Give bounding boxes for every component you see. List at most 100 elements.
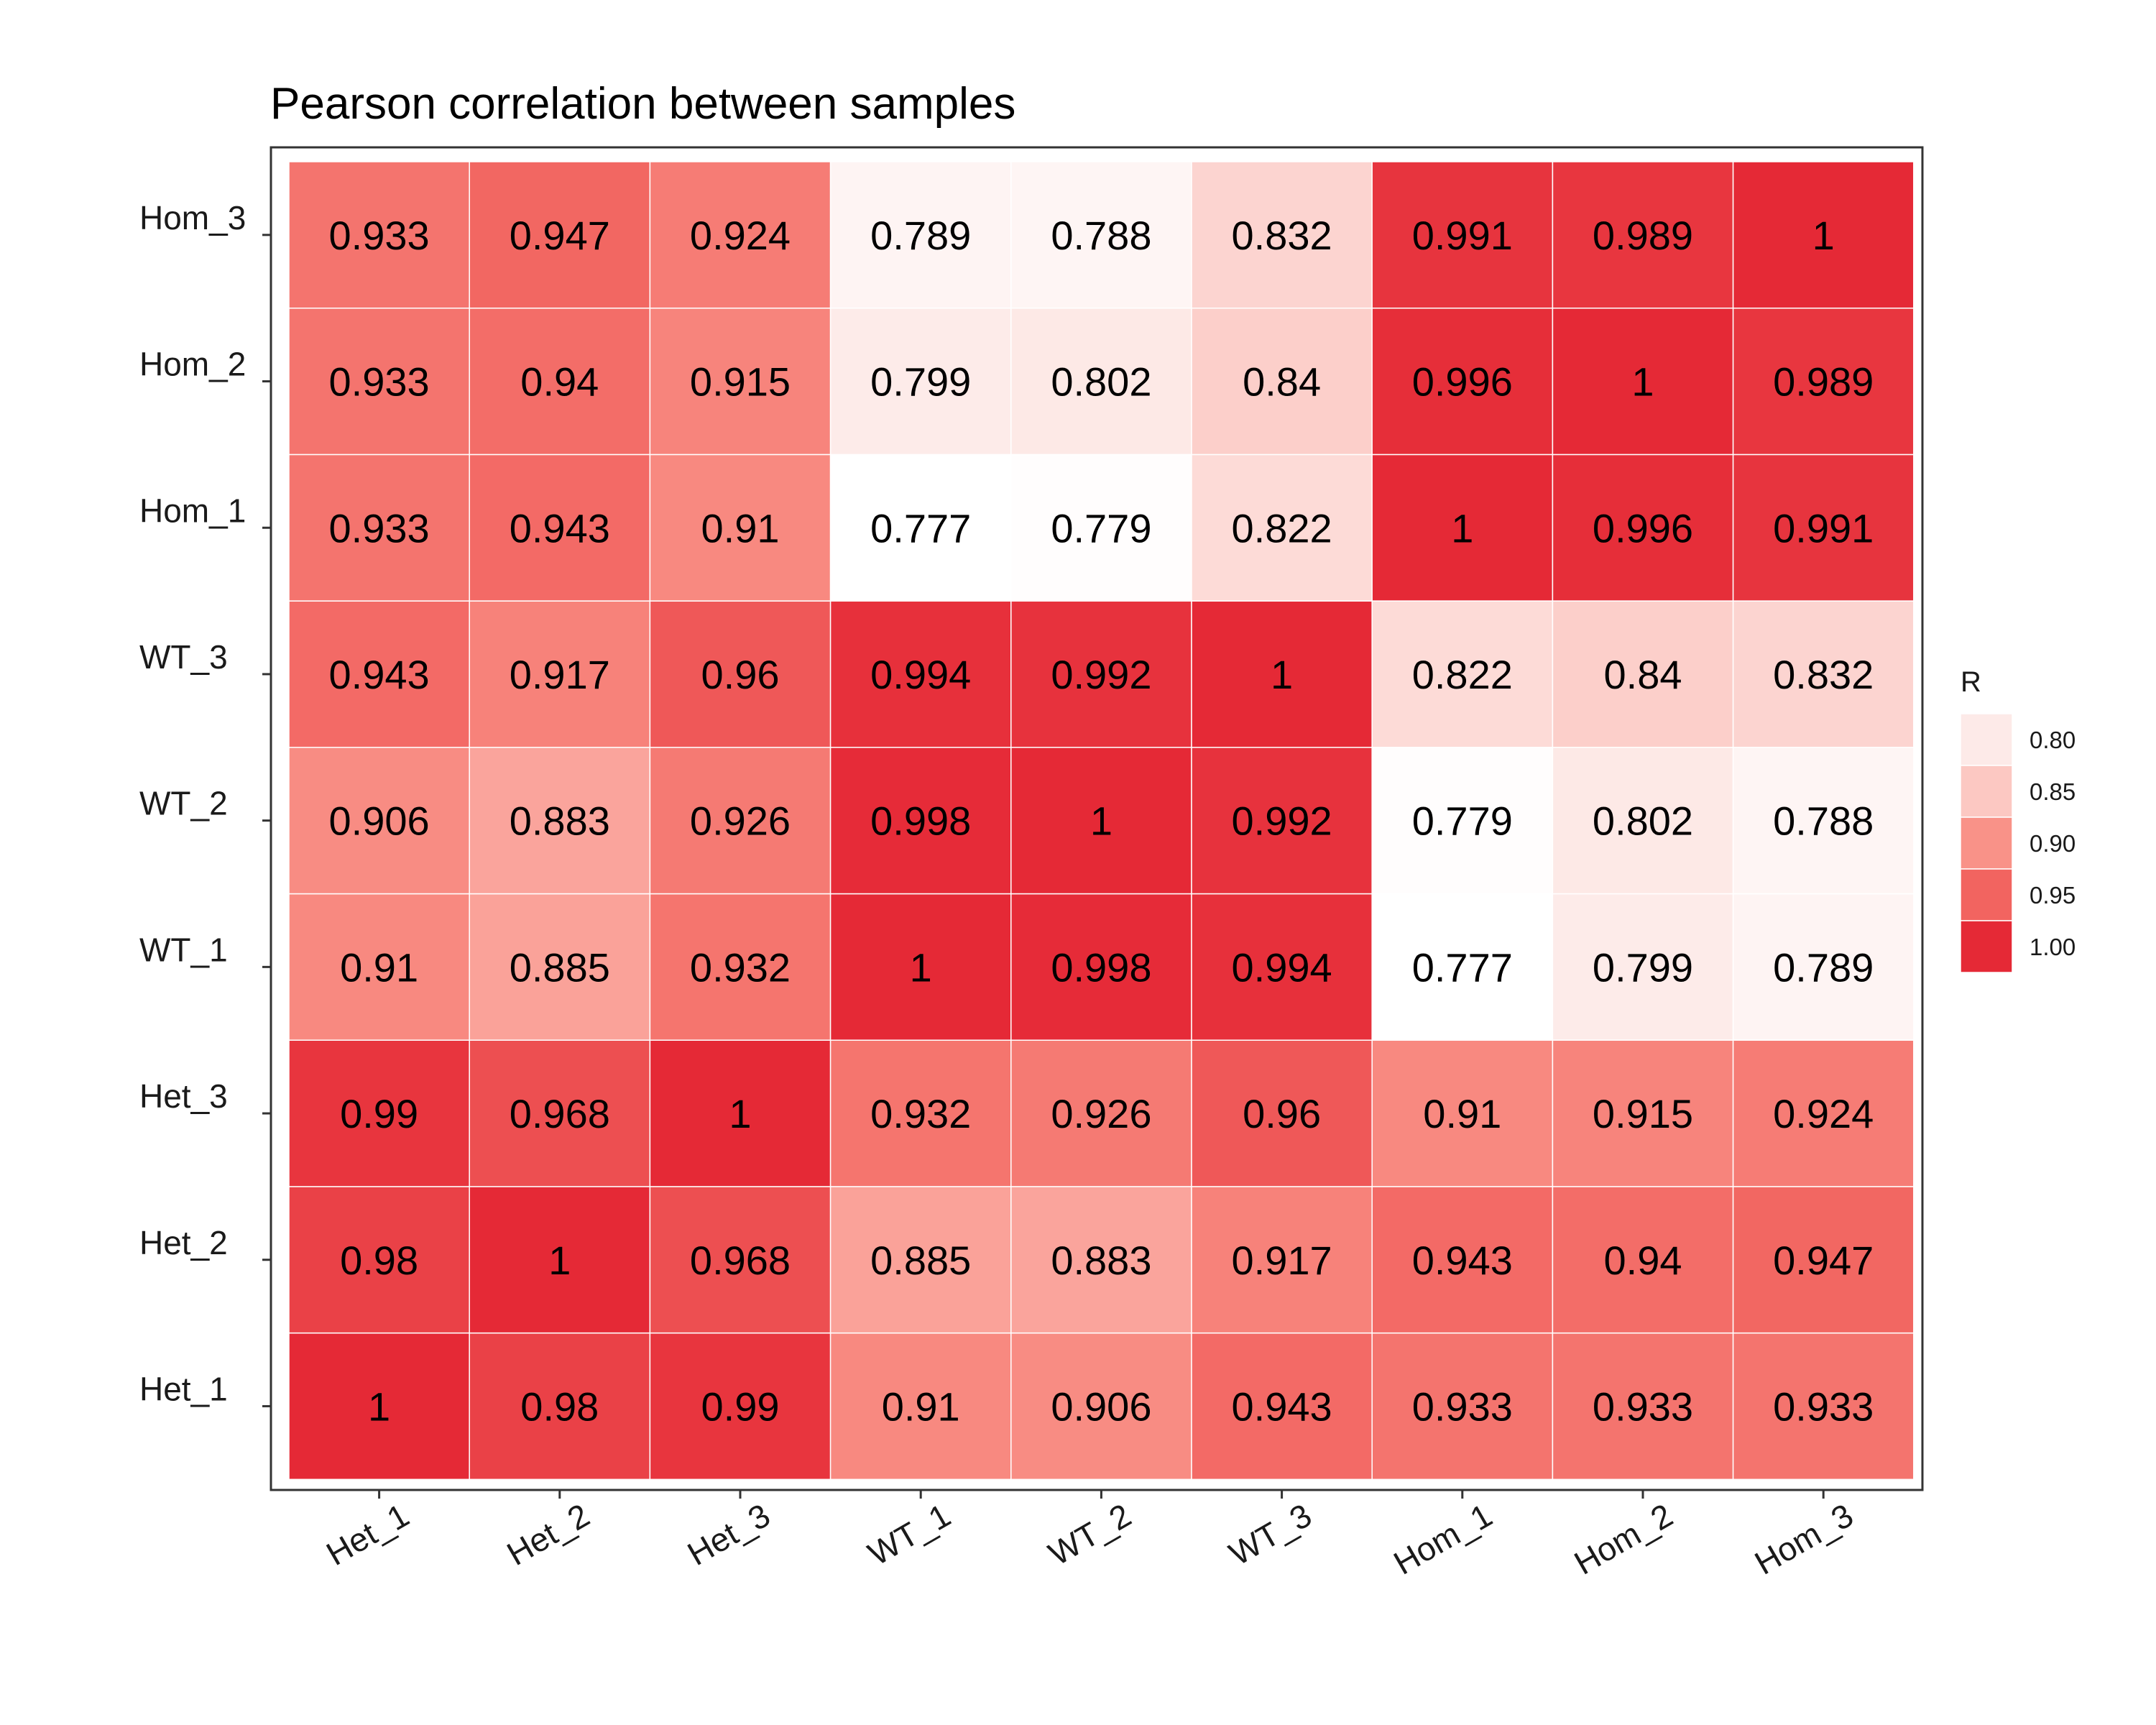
cell-value-label: 0.915 (690, 359, 791, 405)
heatmap-cell-Het_2-WT_1 (829, 1186, 1012, 1334)
cell-value-label: 1 (368, 1384, 390, 1429)
cell-value-label: 0.917 (1232, 1238, 1332, 1283)
cell-value-label: 0.994 (1232, 944, 1332, 990)
cell-value-label: 0.933 (1593, 1384, 1693, 1429)
heatmap-cell-WT_3-Hom_3 (1732, 600, 1915, 748)
cell-value-label: 0.968 (510, 1091, 610, 1136)
cell-value-label: 0.998 (870, 799, 971, 844)
legend-key (1960, 868, 2013, 921)
y-tick-label: WT_2 (139, 785, 228, 822)
heatmap-cell-Het_1-WT_3 (1191, 1332, 1373, 1481)
cell-value-label: 0.91 (882, 1384, 960, 1429)
y-tick-label: WT_3 (139, 638, 228, 676)
cell-value-label: 0.996 (1412, 359, 1513, 405)
cell-value-label: 1 (1451, 505, 1473, 551)
cell-value-label: 0.822 (1232, 505, 1332, 551)
x-tick-label: Het_3 (681, 1496, 776, 1573)
legend-key-label: 0.95 (2030, 882, 2076, 908)
heatmap-cell-Het_2-WT_2 (1010, 1186, 1192, 1334)
cell-value-label: 0.906 (329, 799, 430, 844)
heatmap-cell-Hom_3-WT_3 (1191, 161, 1373, 309)
heatmap-cell-WT_1-Hom_2 (1552, 893, 1734, 1041)
cell-value-label: 0.933 (329, 359, 430, 405)
cell-value-label: 0.994 (870, 652, 971, 697)
cell-value-label: 0.924 (690, 213, 791, 258)
heatmap-cell-WT_2-WT_1 (829, 747, 1012, 895)
cell-value-label: 0.915 (1593, 1091, 1693, 1136)
cell-value-label: 0.917 (510, 652, 610, 697)
heatmap-cell-Hom_2-Hom_2 (1552, 307, 1734, 456)
heatmap-cell-Hom_1-WT_3 (1191, 454, 1373, 602)
heatmap-cell-WT_3-Hom_2 (1552, 600, 1734, 748)
heatmap-cell-Hom_1-Hom_2 (1552, 454, 1734, 602)
heatmap-cell-WT_1-Hom_3 (1732, 893, 1915, 1041)
heatmap-cell-Hom_3-Hom_2 (1552, 161, 1734, 309)
heatmap-cell-WT_1-Het_1 (288, 893, 470, 1041)
heatmap-cell-WT_3-Het_3 (649, 600, 831, 748)
heatmap-cell-WT_2-Het_3 (649, 747, 831, 895)
heatmap-cell-Hom_3-Hom_1 (1371, 161, 1554, 309)
y-tick-label: WT_1 (139, 931, 228, 968)
heatmap-cell-Hom_1-Hom_1 (1371, 454, 1554, 602)
y-tick-label: Hom_2 (139, 346, 246, 383)
heatmap-cell-Het_3-Hom_1 (1371, 1039, 1554, 1187)
cell-value-label: 0.98 (340, 1238, 418, 1283)
cell-value-label: 0.91 (340, 944, 418, 990)
chart-title: Pearson correlation between samples (270, 79, 1015, 129)
cell-value-label: 0.91 (701, 505, 780, 551)
cell-value-label: 1 (1812, 213, 1835, 258)
y-tick-label: Het_3 (139, 1077, 228, 1115)
heatmap-cell-Het_3-Hom_3 (1732, 1039, 1915, 1187)
cell-value-label: 0.906 (1051, 1384, 1151, 1429)
x-tick-label: Het_2 (500, 1496, 595, 1573)
cell-value-label: 0.96 (701, 652, 780, 697)
legend-key-label: 0.85 (2030, 778, 2076, 805)
heatmap-cell-WT_1-Het_3 (649, 893, 831, 1041)
heatmap-cell-Hom_2-Hom_3 (1732, 307, 1915, 456)
panel-border (270, 146, 1924, 1491)
cell-value-label: 0.932 (870, 1091, 971, 1136)
cell-value-label: 1 (548, 1238, 571, 1283)
heatmap-cell-Hom_3-WT_1 (829, 161, 1012, 309)
heatmap-cell-Hom_1-WT_1 (829, 454, 1012, 602)
cell-value-label: 0.883 (1051, 1238, 1151, 1283)
heatmap-cell-Het_2-WT_3 (1191, 1186, 1373, 1334)
cell-value-label: 0.943 (510, 505, 610, 551)
heatmap-cell-Hom_3-WT_2 (1010, 161, 1192, 309)
heatmap-cell-Het_3-Het_2 (469, 1039, 651, 1187)
y-tick-label: Het_2 (139, 1224, 228, 1261)
cell-value-label: 0.992 (1051, 652, 1151, 697)
heatmap-cell-Hom_2-Het_3 (649, 307, 831, 456)
cell-value-label: 0.943 (329, 652, 430, 697)
cell-value-label: 0.933 (329, 213, 430, 258)
x-tick-label: Hom_1 (1387, 1496, 1498, 1582)
x-tick-label: WT_2 (1042, 1496, 1137, 1573)
heatmap-cell-Het_3-Het_3 (649, 1039, 831, 1187)
cell-value-label: 0.932 (690, 944, 791, 990)
cell-value-label: 0.933 (329, 505, 430, 551)
cell-value-label: 0.883 (510, 799, 610, 844)
heatmap-cell-WT_3-Het_2 (469, 600, 651, 748)
cell-value-label: 0.943 (1412, 1238, 1513, 1283)
heatmap-cell-Het_2-Het_3 (649, 1186, 831, 1334)
heatmap-cell-Hom_2-Het_2 (469, 307, 651, 456)
cell-value-label: 0.924 (1773, 1091, 1874, 1136)
cell-value-label: 0.933 (1773, 1384, 1874, 1429)
heatmap-cell-WT_2-WT_3 (1191, 747, 1373, 895)
heatmap-cell-Het_3-WT_3 (1191, 1039, 1373, 1187)
cell-value-label: 0.968 (690, 1238, 791, 1283)
legend-key (1960, 920, 2013, 973)
legend-key (1960, 816, 2013, 870)
cell-value-label: 0.789 (1773, 944, 1874, 990)
heatmap-cell-WT_2-WT_2 (1010, 747, 1192, 895)
cell-value-label: 0.96 (1243, 1091, 1321, 1136)
heatmap-cell-Het_3-WT_2 (1010, 1039, 1192, 1187)
cell-value-label: 0.943 (1232, 1384, 1332, 1429)
x-tick-label: WT_1 (862, 1496, 957, 1573)
heatmap-cell-Het_2-Het_1 (288, 1186, 470, 1334)
cell-value-label: 0.799 (870, 359, 971, 405)
cell-value-label: 0.94 (1604, 1238, 1682, 1283)
legend-key-label: 0.90 (2030, 830, 2076, 857)
cell-value-label: 0.777 (870, 505, 971, 551)
heatmap-cell-Hom_2-WT_1 (829, 307, 1012, 456)
